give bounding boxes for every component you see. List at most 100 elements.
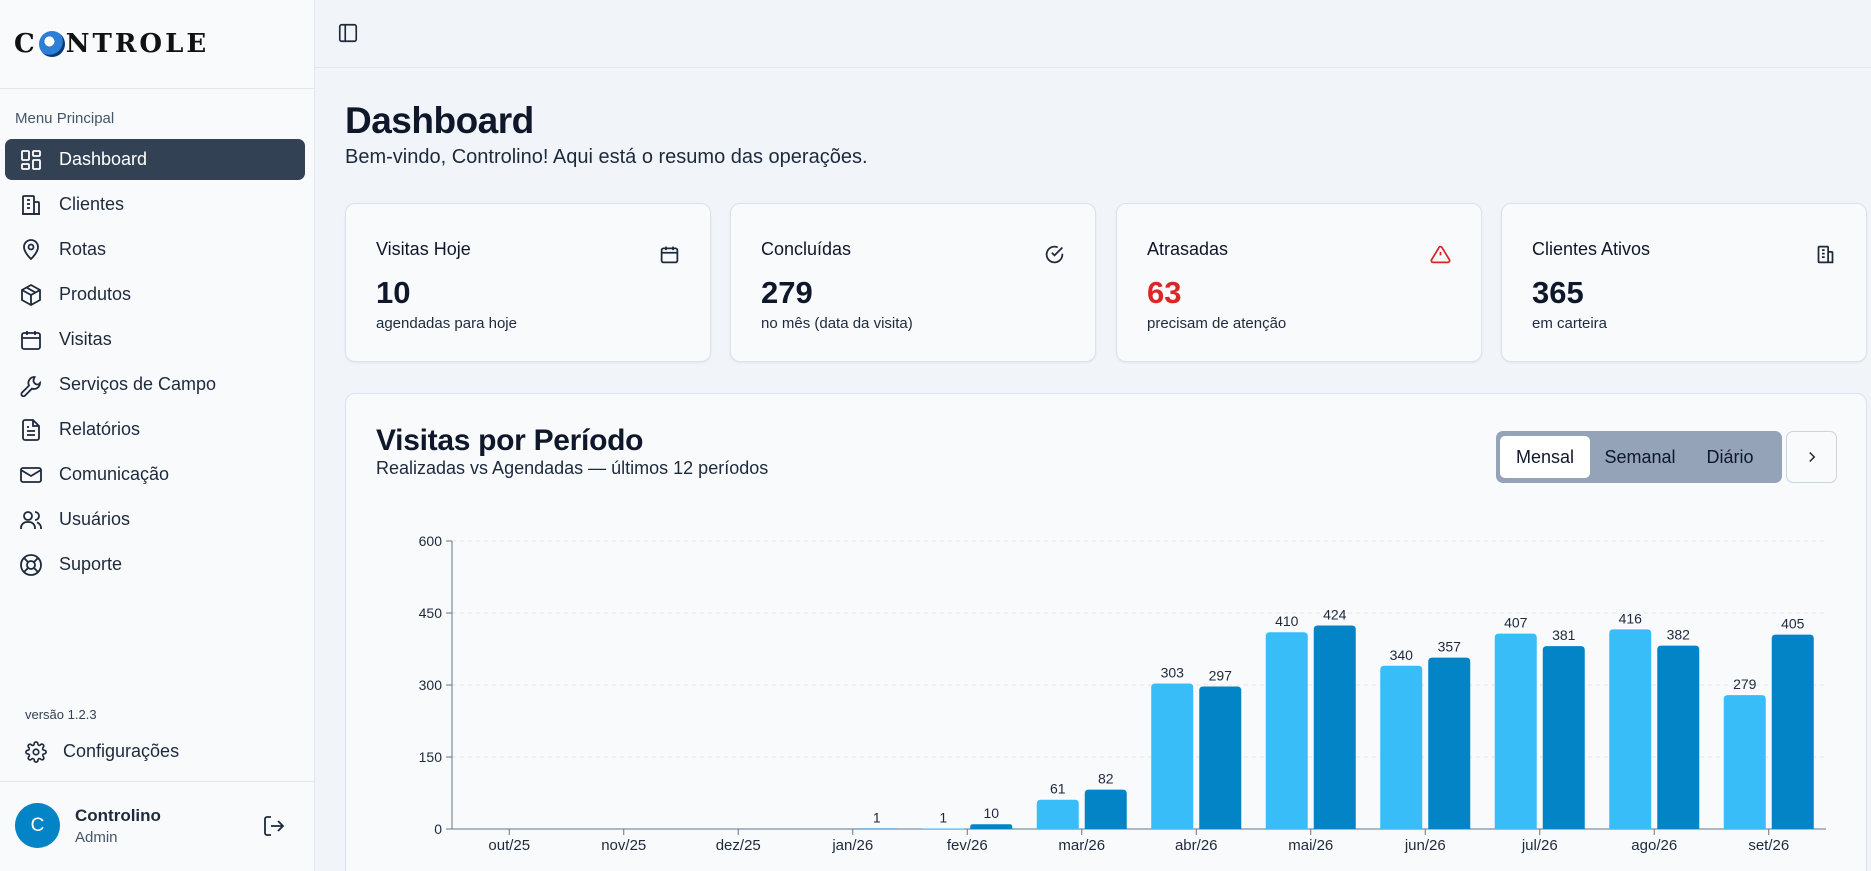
logout-icon[interactable] xyxy=(262,814,286,838)
sidebar-item-label: Rotas xyxy=(59,239,107,259)
sidebar-item-dashboard[interactable]: Dashboard xyxy=(5,139,305,180)
life-buoy-icon xyxy=(20,553,42,576)
x-tick-label: jun/26 xyxy=(1404,837,1446,854)
x-tick-label: mar/26 xyxy=(1058,837,1105,854)
user-role: Admin xyxy=(75,829,118,846)
sidebar-item-produtos[interactable]: Produtos xyxy=(5,274,305,315)
bar-value-label: 424 xyxy=(1323,606,1347,622)
bar-value-label: 381 xyxy=(1552,627,1576,643)
logo-suffix: NTROLE xyxy=(65,29,210,59)
bar-value-label: 10 xyxy=(983,805,999,821)
bar xyxy=(1428,657,1471,829)
stat-card-atrasadas: Atrasadas 63 precisam de atenção xyxy=(1116,203,1482,362)
y-tick-label: 450 xyxy=(419,605,443,621)
x-tick-label: nov/25 xyxy=(601,837,646,854)
chart-subtitle: Realizadas vs Agendadas — últimos 12 per… xyxy=(376,458,769,478)
calendar-icon xyxy=(21,330,41,350)
bar xyxy=(1199,686,1242,829)
logo-area: C NTROLE xyxy=(0,0,314,89)
wrench-icon xyxy=(20,375,41,397)
bar-value-label: 1 xyxy=(939,810,947,826)
next-period-button[interactable] xyxy=(1786,431,1837,483)
user-name: Controlino xyxy=(75,806,161,825)
x-tick-label: abr/26 xyxy=(1175,837,1218,854)
sidebar-toggle-icon[interactable] xyxy=(337,22,359,44)
settings-label: Configurações xyxy=(63,741,180,761)
x-tick-label: ago/26 xyxy=(1631,837,1677,854)
card-value: 10 xyxy=(376,275,411,310)
visits-chart-card: Visitas por Período Realizadas vs Agenda… xyxy=(345,393,1867,871)
card-value: 63 xyxy=(1147,275,1182,310)
x-tick-label: mai/26 xyxy=(1288,837,1333,854)
period-semanal-button[interactable]: Semanal xyxy=(1604,446,1676,467)
y-tick-label: 0 xyxy=(434,821,442,837)
card-note: em carteira xyxy=(1532,315,1608,332)
top-bar xyxy=(315,0,1871,68)
sidebar-item-label: Comunicação xyxy=(59,464,170,484)
bar xyxy=(1380,665,1423,829)
card-title: Clientes Ativos xyxy=(1532,239,1651,259)
bar-value-label: 340 xyxy=(1390,647,1414,663)
sidebar-item-label: Dashboard xyxy=(59,149,148,169)
bar xyxy=(1151,683,1194,829)
main-menu: Dashboard Clientes Rotas Produtos Visita… xyxy=(5,139,305,589)
sidebar-item-clientes[interactable]: Clientes xyxy=(5,184,305,225)
sidebar-item-label: Serviços de Campo xyxy=(59,374,217,394)
sidebar: C NTROLE Menu Principal Dashboard Cliente… xyxy=(0,0,315,871)
package-icon xyxy=(21,283,41,306)
sidebar-item-usuarios[interactable]: Usuários xyxy=(5,499,305,540)
building-icon xyxy=(22,194,40,215)
sidebar-item-label: Visitas xyxy=(59,329,112,349)
bar xyxy=(1313,625,1356,829)
card-note: agendadas para hoje xyxy=(376,315,517,332)
user-profile: C Controlino Admin xyxy=(0,781,315,871)
logo-globe-icon xyxy=(38,31,65,57)
sidebar-item-label: Clientes xyxy=(59,194,125,214)
card-title: Concluídas xyxy=(761,239,852,259)
card-title: Atrasadas xyxy=(1147,239,1229,259)
bar-value-label: 407 xyxy=(1504,615,1528,631)
sidebar-item-servicos-de-campo[interactable]: Serviços de Campo xyxy=(5,364,305,405)
app-version: versão 1.2.3 xyxy=(25,707,97,722)
card-value: 365 xyxy=(1532,275,1584,310)
sidebar-item-configuracoes[interactable]: Configurações xyxy=(5,731,305,772)
bar-value-label: 416 xyxy=(1619,610,1643,626)
bar-value-label: 410 xyxy=(1275,613,1299,629)
x-tick-label: set/26 xyxy=(1748,837,1789,854)
stat-card-concluidas: Concluídas 279 no mês (data da visita) xyxy=(730,203,1096,362)
chevron-right-icon xyxy=(1808,451,1815,463)
bar-value-label: 303 xyxy=(1161,665,1185,681)
period-mensal-button[interactable]: Mensal xyxy=(1500,436,1590,478)
chart-title: Visitas por Período xyxy=(376,424,644,457)
sidebar-item-rotas[interactable]: Rotas xyxy=(5,229,305,270)
bar xyxy=(1771,634,1814,829)
sidebar-item-comunicacao[interactable]: Comunicação xyxy=(5,454,305,495)
bar-value-label: 405 xyxy=(1781,616,1805,632)
bar-value-label: 82 xyxy=(1098,771,1114,787)
sidebar-item-relatorios[interactable]: Relatórios xyxy=(5,409,305,450)
x-tick-label: jan/26 xyxy=(831,837,873,854)
card-title: Visitas Hoje xyxy=(376,239,471,259)
period-diario-button[interactable]: Diário xyxy=(1706,446,1754,467)
bar-value-label: 297 xyxy=(1209,667,1233,683)
bar xyxy=(1723,695,1766,829)
map-pin-icon xyxy=(23,238,39,260)
dashboard-icon xyxy=(21,149,41,170)
users-icon xyxy=(20,510,42,529)
sidebar-item-label: Produtos xyxy=(59,284,132,304)
bar xyxy=(1494,633,1537,829)
bar xyxy=(1265,632,1308,829)
brand-logo[interactable]: C NTROLE xyxy=(14,29,209,59)
bar xyxy=(1084,789,1127,829)
bar xyxy=(1036,799,1079,829)
sidebar-item-suporte[interactable]: Suporte xyxy=(5,544,305,585)
y-tick-label: 150 xyxy=(419,749,443,765)
stat-card-visitas-hoje: Visitas Hoje 10 agendadas para hoje xyxy=(345,203,711,362)
page-title: Dashboard xyxy=(345,100,534,141)
logo-prefix: C xyxy=(14,29,38,59)
sidebar-item-visitas[interactable]: Visitas xyxy=(5,319,305,360)
bar-value-label: 61 xyxy=(1050,781,1066,797)
bar-value-label: 382 xyxy=(1667,627,1691,643)
avatar[interactable]: C xyxy=(15,803,60,848)
